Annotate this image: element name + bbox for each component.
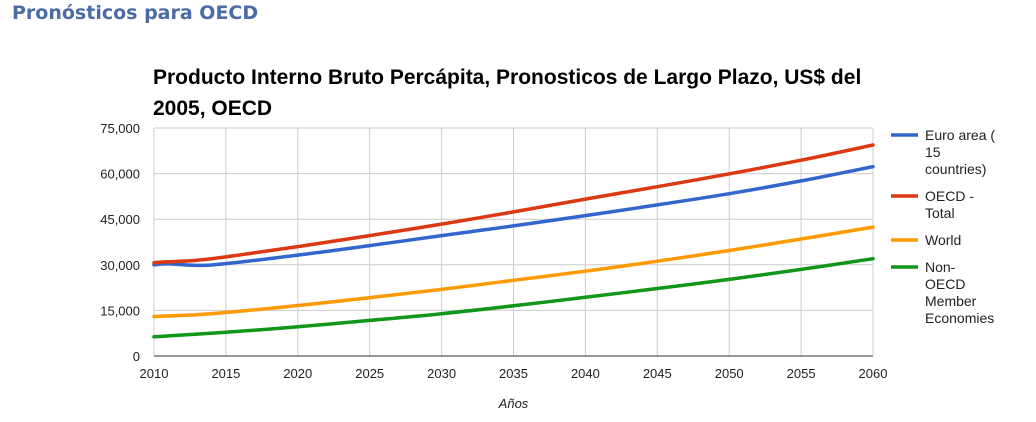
x-tick-label: 2035: [499, 366, 528, 381]
x-tick-label: 2055: [787, 366, 816, 381]
legend-item-2: World: [891, 232, 961, 248]
x-tick-label: 2025: [355, 366, 384, 381]
legend-label-line: 15: [925, 144, 941, 160]
x-tick-label: 2045: [643, 366, 672, 381]
series-lines: [152, 143, 875, 339]
x-tick-label: 2030: [427, 366, 456, 381]
legend-label-line: Member: [925, 293, 977, 309]
legend-item-1: OECD -Total: [891, 188, 974, 221]
legend-label-line: World: [925, 232, 961, 248]
legend-label-line: Euro area (: [925, 127, 995, 143]
legend-label-line: Non-: [925, 259, 956, 275]
y-tick-label: 60,000: [100, 167, 140, 182]
legend-label-line: OECD -: [925, 188, 974, 204]
legend-item-3: Non-OECD Member Economies: [891, 259, 994, 326]
page-heading: Pronósticos para OECD: [12, 2, 259, 24]
y-tick-label: 30,000: [100, 258, 140, 273]
legend-label: OECD -Total: [925, 188, 974, 221]
series-line-2: [152, 225, 875, 319]
series-line-3: [152, 256, 875, 339]
legend-label-line: OECD: [925, 276, 965, 292]
x-tick-label: 2060: [859, 366, 888, 381]
legend-item-0: Euro area (15 countries): [891, 127, 995, 177]
legend-label: World: [925, 232, 961, 248]
legend-label: Non-OECD Member Economies: [925, 259, 994, 326]
legend-label-line: countries): [925, 161, 986, 177]
axes: 2010 2015 2020 2025 2030 2035 2040 2045 2050 2055…: [100, 121, 887, 381]
series-line-1: [152, 143, 875, 265]
y-tick-label: 15,000: [100, 303, 140, 318]
grid-lines: [153, 127, 874, 357]
legend-label-line: Total: [925, 205, 955, 221]
x-tick-label: 2015: [211, 366, 240, 381]
series-line-0: [152, 164, 875, 268]
legend: Euro area (15 countries) OECD -Total World N…: [891, 127, 995, 326]
legend-label: Euro area (15 countries): [925, 127, 995, 177]
legend-label-line: Economies: [925, 310, 994, 326]
y-tick-label: 75,000: [100, 121, 140, 136]
y-tick-label: 45,000: [100, 212, 140, 227]
chart-title: Producto Interno Bruto Percápita, Pronos…: [153, 66, 862, 120]
y-tick-label: 0: [133, 349, 140, 364]
x-axis-title: Años: [498, 396, 529, 411]
x-tick-label: 2020: [283, 366, 312, 381]
x-tick-label: 2050: [715, 366, 744, 381]
x-tick-label: 2010: [140, 366, 169, 381]
x-tick-label: 2040: [571, 366, 600, 381]
